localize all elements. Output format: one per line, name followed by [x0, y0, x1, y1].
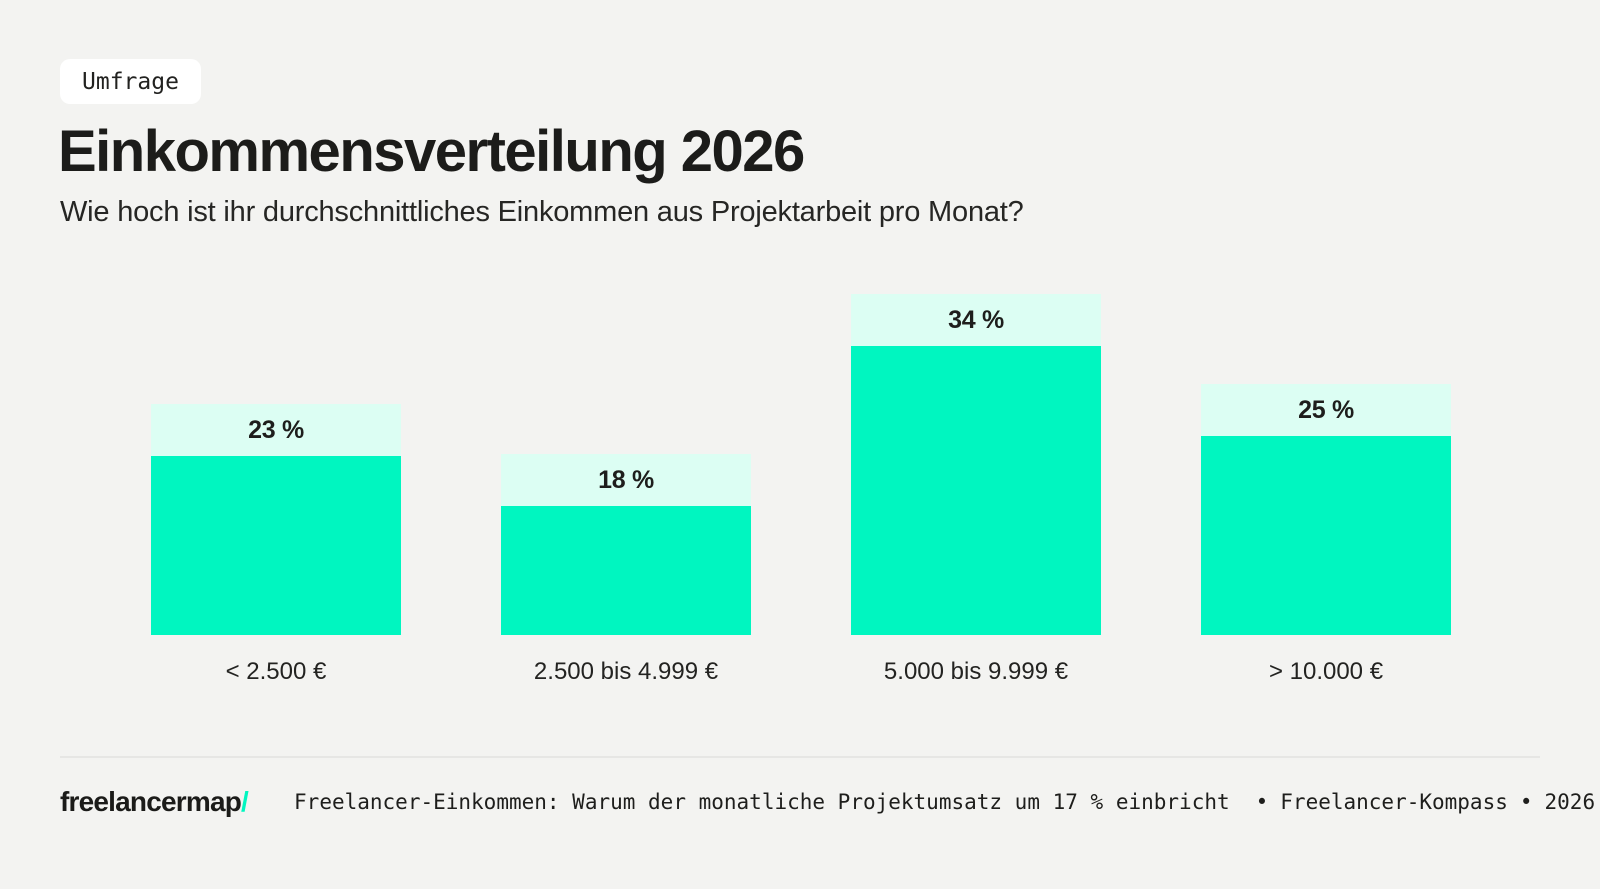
bar-category-label: > 10.000 € [1268, 658, 1384, 685]
badge-label: Umfrage [82, 68, 179, 95]
footer: freelancermap/ Freelancer-Einkommen: War… [60, 782, 1595, 822]
bar: 34 % [851, 294, 1101, 635]
bar-fill [1201, 436, 1451, 635]
category-axis: < 2.500 € 2.500 bis 4.999 € 5.000 bis 9.99… [151, 658, 1451, 686]
page-title: Einkommensverteilung 2026 [58, 119, 805, 184]
freelancermap-logo: freelancermap/ [60, 786, 249, 818]
bar-value-label: 34 % [851, 294, 1101, 346]
bar-fill [501, 506, 751, 635]
bullet-separator: • [1255, 790, 1269, 814]
bar-value-label: 18 % [501, 454, 751, 506]
source-publication: Freelancer-Kompass [1280, 790, 1508, 814]
bar-category-label: 2.500 bis 4.999 € [533, 658, 719, 685]
page-subtitle: Wie hoch ist ihr durchschnittliches Eink… [60, 196, 1024, 228]
bar-value-label: 25 % [1201, 384, 1451, 436]
bar-category-label: 5.000 bis 9.999 € [883, 658, 1069, 685]
bar-value-label: 23 % [151, 404, 401, 456]
bar-category-label: < 2.500 € [225, 658, 327, 685]
bar-fill [151, 456, 401, 635]
category-badge: Umfrage [60, 59, 201, 104]
source-article: Freelancer-Einkommen: Warum der monatlic… [294, 790, 1230, 814]
bar: 18 % [501, 454, 751, 635]
source-line: Freelancer-Einkommen: Warum der monatlic… [294, 790, 1595, 814]
bar-fill [851, 346, 1101, 635]
bar-chart: 23 % 18 % 34 % 25 % [151, 294, 1451, 635]
logo-slash-icon: / [241, 786, 249, 817]
source-year: 2026 [1544, 790, 1596, 814]
bar: 25 % [1201, 384, 1451, 635]
footer-divider [60, 756, 1540, 758]
logo-text: freelancermap [60, 786, 242, 817]
bar: 23 % [151, 404, 401, 635]
bullet-separator: • [1519, 790, 1533, 814]
